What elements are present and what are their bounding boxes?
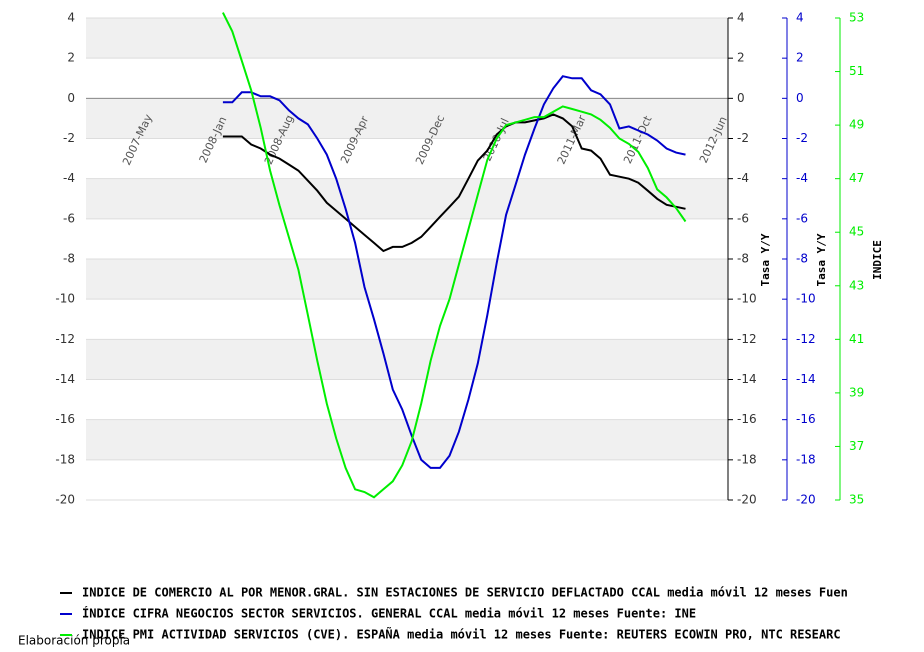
y2-tick-label: 0 (796, 91, 804, 105)
y2-tick-label: -20 (796, 493, 816, 507)
y3-tick-label: 37 (849, 439, 864, 453)
y-right-tick-label: 0 (737, 91, 745, 105)
y3-tick-label: 41 (849, 332, 864, 346)
y-tick-label: -10 (55, 292, 75, 306)
y-tick-label: -14 (55, 372, 75, 386)
y-right-tick-label: -4 (737, 171, 749, 185)
y-tick-label: 4 (67, 11, 75, 25)
y3-axis-title: INDICE (871, 240, 884, 280)
series-line (222, 75, 686, 469)
y2-tick-label: -4 (796, 171, 808, 185)
y2-tick-label: -10 (796, 292, 816, 306)
y-right-tick-label: -8 (737, 252, 749, 266)
y2-tick-label: -16 (796, 412, 816, 426)
y-right-tick-label: -10 (737, 292, 757, 306)
y-right-tick-label: -12 (737, 332, 757, 346)
y-right-tick-label: 4 (737, 11, 745, 25)
y-tick-label: -18 (55, 452, 75, 466)
y-tick-label: -16 (55, 412, 75, 426)
y-right-tick-label: 2 (737, 51, 745, 65)
y3-tick-label: 47 (849, 171, 864, 185)
y-right-tick-label: -2 (737, 131, 749, 145)
y3-tick-label: 43 (849, 278, 864, 292)
footer: Elaboración propia (18, 634, 130, 648)
y2-tick-label: 2 (796, 51, 804, 65)
y-right-axis-title: Tasa Y/Y (759, 233, 772, 286)
series-line (222, 113, 686, 253)
y3-tick-label: 35 (849, 493, 864, 507)
y-tick-label: -8 (63, 252, 75, 266)
grid-band (86, 18, 728, 59)
y-right-tick-label: -16 (737, 412, 757, 426)
y-right-tick-label: -18 (737, 452, 757, 466)
legend-label: INDICE PMI ACTIVIDAD SERVICIOS (CVE). ES… (82, 627, 841, 642)
y2-tick-label: -12 (796, 332, 816, 346)
y2-tick-label: -2 (796, 131, 808, 145)
y3-tick-label: 53 (849, 11, 864, 25)
y2-tick-label: 4 (796, 11, 804, 25)
y-tick-label: -2 (63, 131, 75, 145)
y-tick-label: -4 (63, 171, 75, 185)
legend-label: ÍNDICE CIFRA NEGOCIOS SECTOR SERVICIOS. … (82, 606, 696, 621)
y-tick-label: 2 (67, 51, 75, 65)
y-tick-label: -20 (55, 493, 75, 507)
y2-tick-label: -8 (796, 252, 808, 266)
y-tick-label: 0 (67, 91, 75, 105)
y3-tick-label: 51 (849, 64, 864, 78)
y2-tick-label: -18 (796, 452, 816, 466)
grid-band (86, 98, 728, 139)
grid-band (86, 259, 728, 300)
grid-band (86, 178, 728, 219)
y3-tick-label: 45 (849, 225, 864, 239)
legend-label: INDICE DE COMERCIO AL POR MENOR.GRAL. SI… (82, 586, 848, 600)
y3-tick-label: 49 (849, 118, 864, 132)
y2-tick-label: -14 (796, 372, 816, 386)
y-tick-label: -6 (63, 211, 75, 225)
y-right-tick-label: -14 (737, 372, 757, 386)
y2-tick-label: -6 (796, 211, 808, 225)
y-right-tick-label: -6 (737, 211, 749, 225)
grid-band (86, 339, 728, 380)
y2-axis-title: Tasa Y/Y (815, 233, 828, 286)
y-right-tick-label: -20 (737, 493, 757, 507)
series-line (222, 12, 687, 499)
y3-tick-label: 39 (849, 385, 864, 399)
y-tick-label: -12 (55, 332, 75, 346)
